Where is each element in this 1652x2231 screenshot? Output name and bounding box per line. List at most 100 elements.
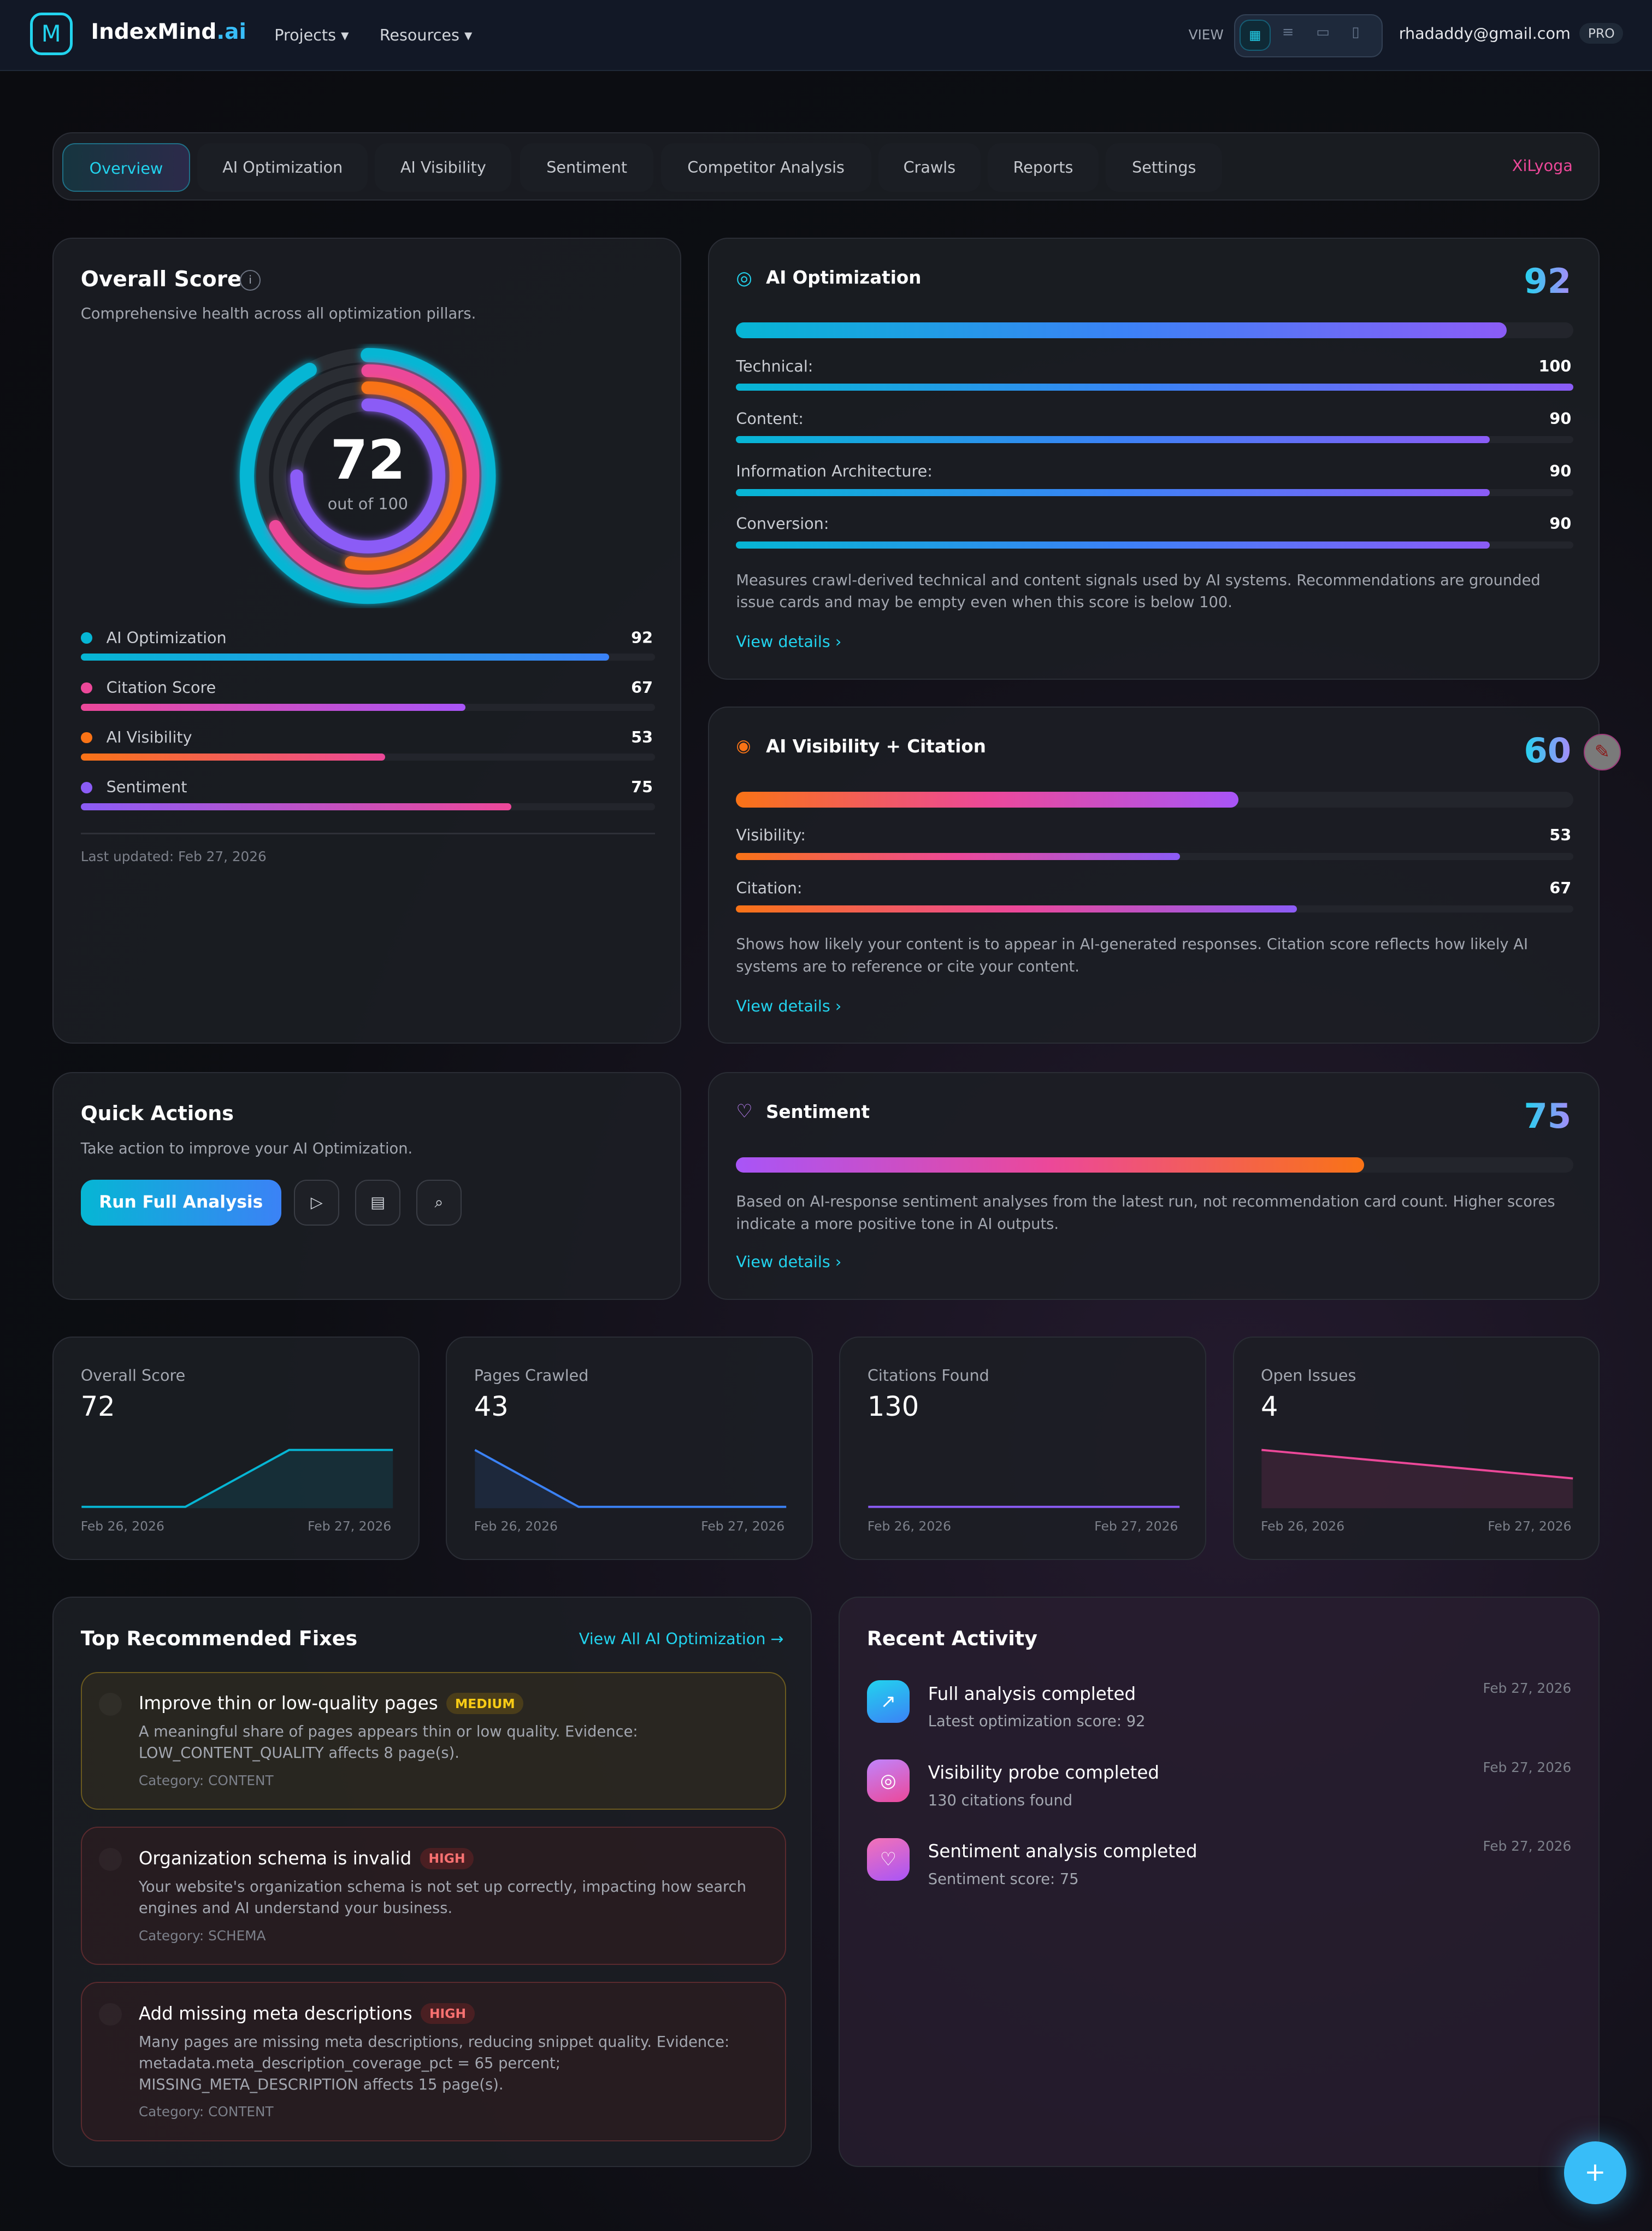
quick-actions-card: Quick Actions Take action to improve you…	[52, 1072, 681, 1300]
view-details-link[interactable]: View details ›	[736, 632, 842, 651]
project-name[interactable]: XiLyoga	[1512, 156, 1573, 175]
activity-title: Visibility probe completed	[928, 1762, 1160, 1783]
card-title: Sentiment	[766, 1102, 870, 1123]
metric-label: Visibility:	[736, 826, 806, 845]
stat-start-date: Feb 26, 2026	[474, 1518, 558, 1534]
sparkline-area	[1261, 1450, 1573, 1509]
play-icon[interactable]: ▷	[294, 1180, 340, 1226]
card-subtitle: Comprehensive health across all optimiza…	[80, 305, 476, 322]
stat-start-date: Feb 26, 2026	[80, 1518, 164, 1534]
pillar-bar	[80, 753, 656, 761]
card-title: Overall Score	[80, 267, 242, 292]
metric-label: Information Architecture:	[736, 462, 933, 481]
grid-view-icon[interactable]: ▦	[1239, 19, 1271, 51]
card-description: Measures crawl-derived technical and con…	[736, 572, 1541, 611]
severity-badge: HIGH	[420, 1848, 474, 1869]
metric-value: 67	[1549, 878, 1572, 897]
activity-date: Feb 27, 2026	[1483, 1759, 1572, 1775]
stat-card: Open Issues 4 Feb 26, 2026 Feb 27, 2026	[1232, 1337, 1600, 1560]
ai-visibility-bar	[736, 791, 1574, 808]
pillar-value: 67	[631, 678, 653, 697]
stat-card: Pages Crawled 43 Feb 26, 2026 Feb 27, 20…	[446, 1337, 813, 1560]
pillar-value: 75	[631, 777, 653, 796]
fix-category: Category: SCHEMA	[138, 1927, 266, 1944]
pillar-bar	[80, 654, 656, 661]
stat-title: Citations Found	[867, 1366, 989, 1385]
tab-ai-visibility[interactable]: AI Visibility	[375, 143, 512, 192]
terminal-view-icon[interactable]: ▭	[1316, 23, 1330, 40]
card-title: AI Optimization	[766, 267, 922, 288]
tab-settings[interactable]: Settings	[1106, 143, 1223, 192]
stat-end-date: Feb 27, 2026	[1488, 1518, 1572, 1534]
sparkline-line	[474, 1449, 787, 1508]
projects-menu[interactable]: Projects ▾	[274, 25, 349, 44]
stat-end-date: Feb 27, 2026	[1094, 1518, 1178, 1534]
activity-subtitle: Sentiment score: 75	[928, 1871, 1079, 1888]
activity-subtitle: 130 citations found	[928, 1792, 1073, 1809]
sparkline	[474, 1449, 787, 1509]
view-details-link[interactable]: View details ›	[736, 996, 842, 1015]
metric-label: Content:	[736, 409, 804, 428]
ring-sentiment	[290, 398, 446, 554]
fix-title: Add missing meta descriptions HIGH	[139, 2003, 475, 2024]
ai-visibility-card: ◉ AI Visibility + Citation 60 Visibility…	[707, 707, 1600, 1044]
ai-optimization-card: ◎ AI Optimization 92 Technical: 100 Conten…	[707, 237, 1600, 680]
fix-category: Category: CONTENT	[138, 2104, 274, 2120]
trending-up-icon: ↗	[866, 1680, 910, 1723]
pillar-label: AI Optimization	[106, 628, 227, 647]
heart-icon: ♡	[866, 1838, 910, 1881]
status-dot	[98, 1693, 122, 1716]
pillar-label: AI Visibility	[106, 727, 192, 746]
tab-ai-optimization[interactable]: AI Optimization	[197, 143, 368, 192]
tab-reports[interactable]: Reports	[988, 143, 1099, 192]
pdf-export-icon[interactable]: ✎	[1584, 733, 1621, 771]
tab-sentiment[interactable]: Sentiment	[520, 143, 654, 192]
sparkline	[81, 1449, 393, 1509]
ring-citation-score	[256, 364, 480, 588]
tab-overview[interactable]: Overview	[62, 143, 191, 192]
card-title: Quick Actions	[80, 1102, 234, 1126]
metric-bar	[736, 384, 1574, 391]
ring-ai-optimization	[240, 348, 496, 604]
sparkline	[1261, 1449, 1573, 1509]
stat-end-date: Feb 27, 2026	[308, 1518, 392, 1534]
tab-crawls[interactable]: Crawls	[878, 143, 981, 192]
user-email[interactable]: rhadaddy@gmail.com	[1399, 24, 1571, 43]
sentiment-bar	[736, 1157, 1574, 1173]
card-description: Shows how likely your content is to appe…	[736, 936, 1528, 975]
fix-item[interactable]: Add missing meta descriptions HIGH Many p…	[80, 1982, 786, 2141]
floating-add-button[interactable]: +	[1564, 2141, 1627, 2204]
top-header: M IndexMind.ai Projects ▾ Resources ▾ VI…	[0, 0, 1652, 71]
ai-optimization-bar	[736, 322, 1574, 338]
stat-end-date: Feb 27, 2026	[701, 1518, 785, 1534]
info-icon[interactable]: i	[240, 269, 261, 291]
logo-icon[interactable]: M	[30, 13, 73, 56]
activity-title: Sentiment analysis completed	[928, 1841, 1197, 1862]
tab-competitor-analysis[interactable]: Competitor Analysis	[660, 143, 871, 192]
last-updated: Last updated: Feb 27, 2026	[80, 849, 267, 865]
brand-name[interactable]: IndexMind.ai	[91, 20, 246, 45]
view-all-link[interactable]: View All AI Optimization →	[579, 1629, 784, 1648]
target-icon: ◎	[736, 267, 752, 289]
list-view-icon[interactable]: ≡	[1282, 23, 1294, 40]
ai-visibility-score: 60	[1524, 731, 1572, 771]
eye-icon: ◎	[866, 1759, 910, 1802]
fix-item[interactable]: Improve thin or low-quality pages MEDIUM …	[80, 1671, 786, 1810]
search-icon[interactable]: ⌕	[416, 1180, 462, 1226]
stat-card: Citations Found 130 Feb 26, 2026 Feb 27,…	[839, 1337, 1206, 1560]
severity-badge: MEDIUM	[446, 1693, 524, 1714]
metric-value: 53	[1549, 826, 1572, 845]
stat-title: Open Issues	[1260, 1366, 1356, 1385]
legend-dot	[80, 781, 92, 793]
document-icon[interactable]: ▤	[355, 1180, 401, 1226]
view-details-link[interactable]: View details ›	[736, 1252, 842, 1272]
run-full-analysis-button[interactable]: Run Full Analysis	[80, 1180, 281, 1226]
pillar-label: Citation Score	[106, 678, 216, 697]
overall-score-card: Overall Score i Comprehensive health acr…	[52, 237, 681, 1044]
sparkline-line	[1261, 1449, 1573, 1480]
activity-subtitle: Latest optimization score: 92	[928, 1713, 1146, 1730]
fix-item[interactable]: Organization schema is invalid HIGH Your …	[80, 1827, 786, 1965]
document-view-icon[interactable]: ▯	[1352, 23, 1360, 40]
eye-icon: ◉	[736, 736, 751, 756]
resources-menu[interactable]: Resources ▾	[379, 25, 473, 44]
